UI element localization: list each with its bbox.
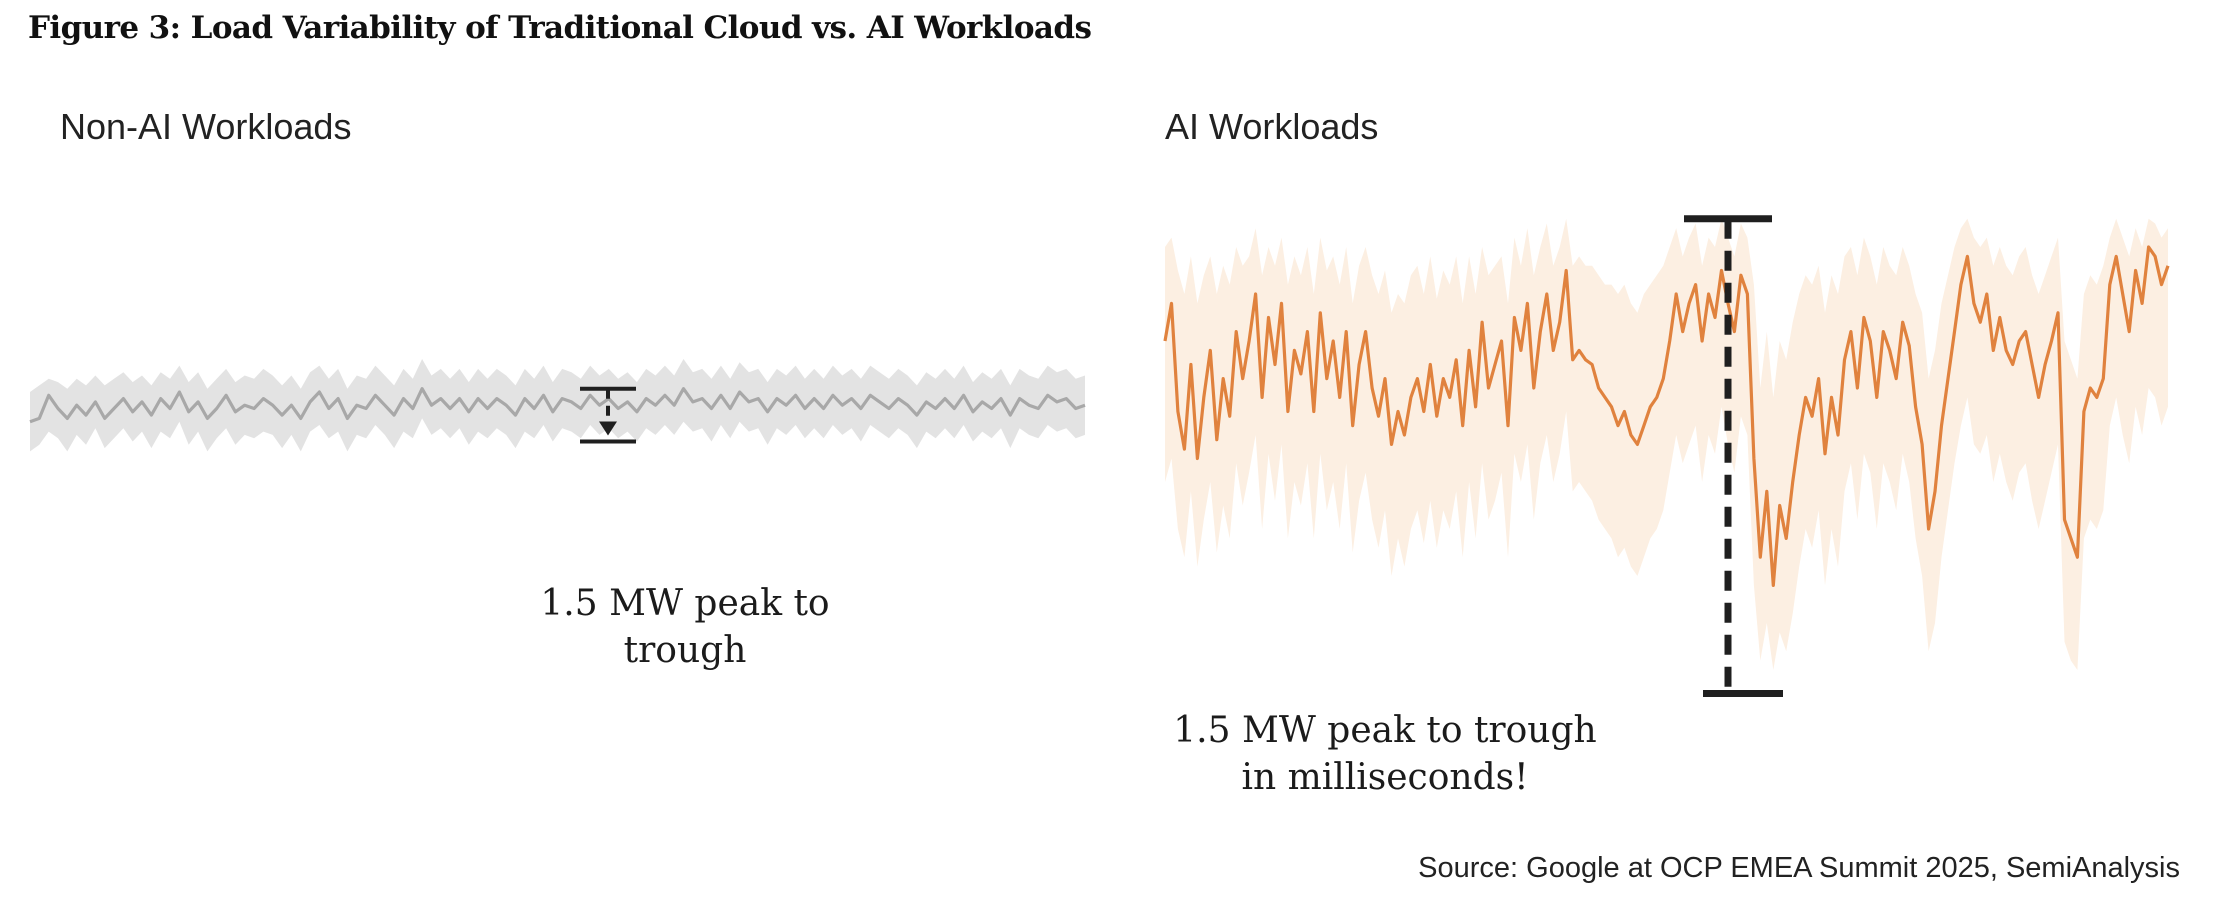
annotation-ai: 1.5 MW peak to trough in milliseconds!: [1165, 707, 1605, 801]
source-note: Source: Google at OCP EMEA Summit 2025, …: [1418, 852, 2180, 884]
annotation-non-ai: 1.5 MW peak to trough: [510, 580, 860, 674]
series-line-non-ai: [29, 387, 1086, 424]
chart-title-ai: AI Workloads: [1165, 106, 1379, 147]
chart-title-non-ai: Non-AI Workloads: [60, 106, 352, 147]
variance-band-ai: [1165, 218, 2168, 671]
annotation-ai-line1: 1.5 MW peak to trough: [1173, 710, 1597, 751]
annotation-ai-line2: in milliseconds!: [1241, 757, 1529, 798]
marker-arrow-non-ai: [599, 421, 617, 436]
figure-title: Figure 3: Load Variability of Traditiona…: [28, 10, 1092, 46]
annotation-non-ai-line2: trough: [623, 630, 747, 671]
series-line-ai: [1163, 245, 2170, 587]
annotation-non-ai-line1: 1.5 MW peak to: [540, 583, 830, 624]
